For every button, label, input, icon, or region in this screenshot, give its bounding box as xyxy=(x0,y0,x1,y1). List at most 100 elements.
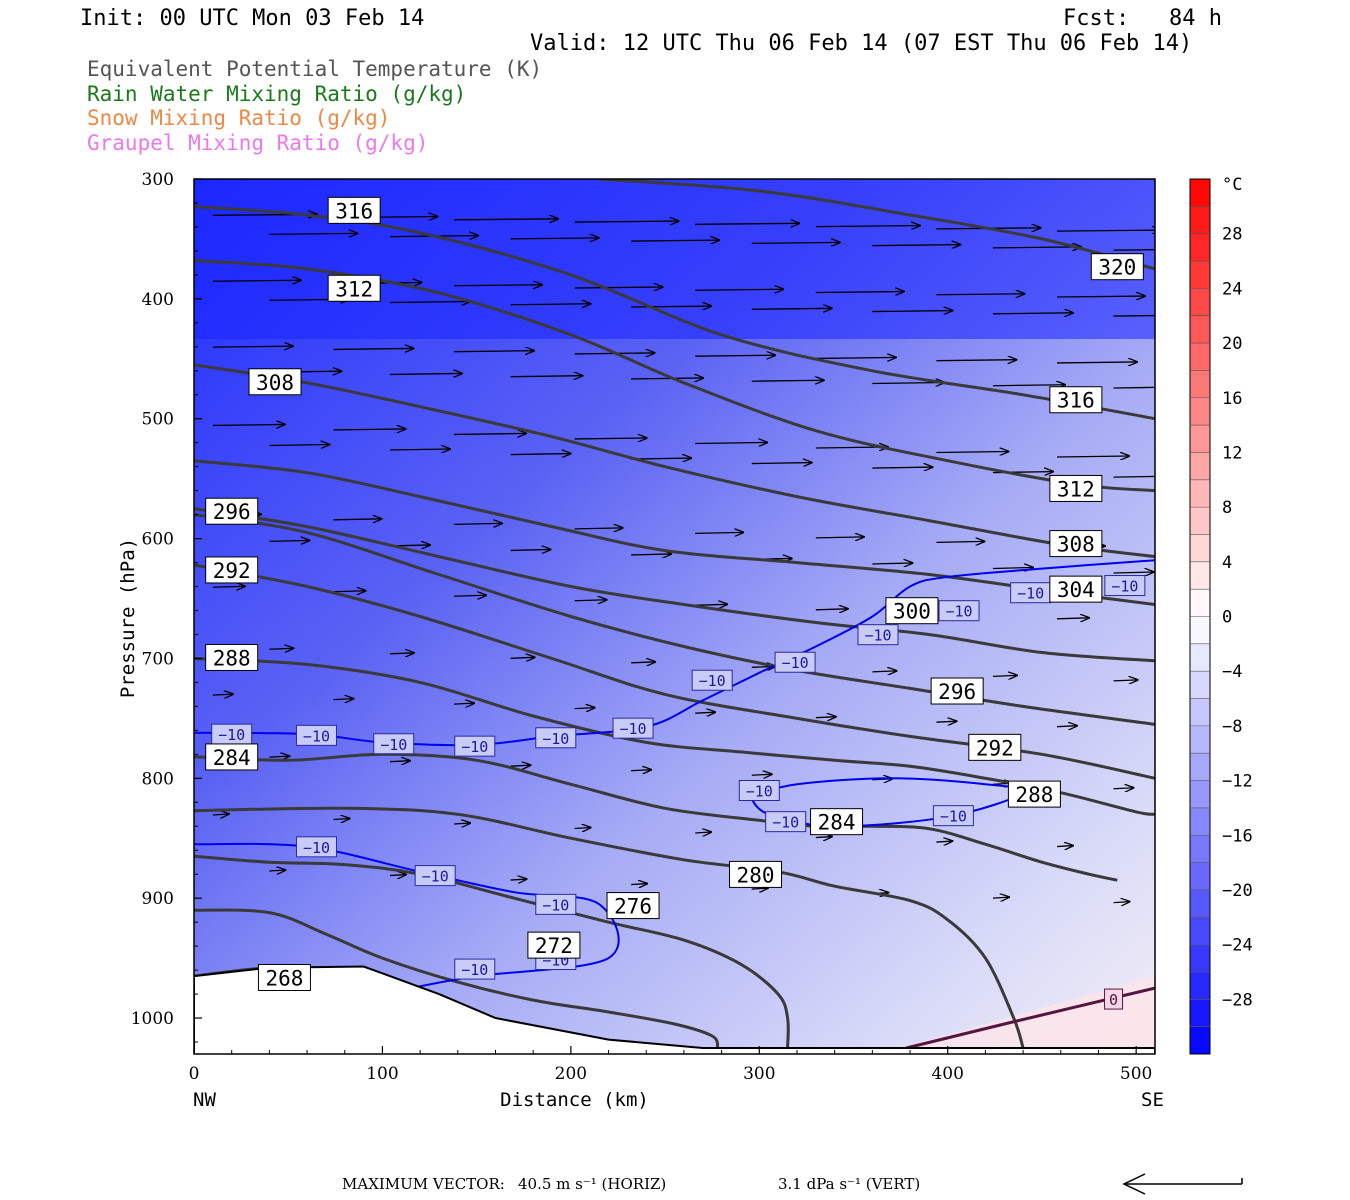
wind-vector xyxy=(695,532,743,533)
y-tick-label: 900 xyxy=(142,889,174,909)
colorbar-segment xyxy=(1190,999,1210,1028)
theta-e-label: 276 xyxy=(614,895,652,919)
colorbar-segment xyxy=(1190,780,1210,809)
wind-vector xyxy=(269,233,357,234)
theta-e-contour-300 xyxy=(194,507,1155,663)
colorbar-segment xyxy=(1190,753,1210,782)
wind-vector xyxy=(992,675,1017,676)
theta-e-contour-276 xyxy=(194,854,790,1049)
colorbar-segment xyxy=(1190,561,1210,590)
theta-e-label: 284 xyxy=(213,746,251,770)
wind-vector xyxy=(454,351,534,352)
wind-vector xyxy=(751,380,824,381)
y-tick-label: 400 xyxy=(142,290,174,310)
theta-e-label-box xyxy=(729,860,783,888)
axes: 0 100 200 300 400 500 300 400 500 600 700 800 900 100… xyxy=(117,170,1164,1111)
colorbar-tick-label: 12 xyxy=(1222,443,1242,463)
wind-vector xyxy=(1057,230,1155,231)
isotherm-label: −10 xyxy=(542,730,569,748)
theta-e-label: 320 xyxy=(1098,256,1136,280)
colorbar: 28 24 20 16 12 8 4 0 −4 −8 −12 −16 −20 −24 −28 °C xyxy=(1189,175,1253,1055)
wind-vector xyxy=(269,756,289,757)
wind-vector xyxy=(212,424,285,425)
wind-vector xyxy=(992,385,1065,386)
wind-vector xyxy=(389,373,462,374)
wind-vector xyxy=(574,221,679,222)
isotherm-label: −10 xyxy=(461,961,488,979)
theta-e-label-box xyxy=(327,196,381,224)
wind-vector xyxy=(872,382,944,383)
theta-e-label-box xyxy=(1007,780,1061,808)
wind-vector xyxy=(992,897,1009,898)
theta-e-label: 296 xyxy=(938,680,976,704)
wind-vector xyxy=(510,376,583,377)
colorbar-tick-label: −8 xyxy=(1222,717,1242,737)
wind-vector xyxy=(574,828,591,829)
theta-e-label-box xyxy=(527,931,581,959)
theta-e-label-box xyxy=(885,597,939,625)
theta-e-label-box xyxy=(205,497,259,525)
isotherm-label: −10 xyxy=(218,726,245,744)
isotherm-label-box xyxy=(857,624,899,646)
x-axis-label: Distance (km) xyxy=(500,1089,649,1111)
wind-vector xyxy=(454,703,474,704)
wind-vector xyxy=(695,832,711,833)
wind-vector xyxy=(815,357,896,358)
wind-vector xyxy=(510,304,591,305)
colorbar-tick-label: −12 xyxy=(1222,772,1253,792)
theta-e-label: 280 xyxy=(737,863,775,887)
colorbar-segment xyxy=(1190,507,1210,535)
theta-e-contour-296 xyxy=(194,513,1155,726)
theta-e-contour-272 xyxy=(194,908,720,1049)
wind-vector xyxy=(631,458,691,459)
wind-vector xyxy=(815,537,864,538)
theta-e-label-box xyxy=(1049,386,1103,414)
wind-vector xyxy=(631,884,647,885)
colorbar-segment xyxy=(1190,671,1210,700)
y-tick-label: 300 xyxy=(142,170,174,190)
isotherm-label-box xyxy=(765,811,807,833)
theta-e-label: 284 xyxy=(818,811,856,835)
wind-vector xyxy=(695,604,727,605)
theta-e-label-box xyxy=(968,733,1022,761)
isotherm-label-box xyxy=(535,727,577,749)
wind-vector xyxy=(453,823,470,824)
wind-vector xyxy=(212,586,245,587)
wind-vector xyxy=(510,657,535,658)
wind-vector xyxy=(212,694,233,695)
wind-vector xyxy=(1113,386,1155,389)
colorbar-segment xyxy=(1190,616,1210,645)
isotherm-label: −10 xyxy=(303,839,330,857)
wind-vector xyxy=(815,609,848,610)
max-vector-horiz: 40.5 m s⁻¹ (HORIZ) xyxy=(518,1175,667,1193)
x-right-direction-label: SE xyxy=(1141,1089,1164,1111)
terrain-surface xyxy=(194,965,1155,1054)
wind-vector xyxy=(389,302,470,303)
wind-vector xyxy=(936,360,1016,361)
colorbar-tick-label: −16 xyxy=(1222,826,1253,846)
colorbar-segment xyxy=(1190,315,1210,344)
wind-vector xyxy=(1113,314,1155,317)
isotherm-label-box xyxy=(612,717,654,739)
isotherm-label-box xyxy=(295,836,337,858)
wind-vector xyxy=(872,563,912,564)
warm-surface-region xyxy=(900,976,1155,1049)
wind-vector xyxy=(510,879,527,880)
wind-vector xyxy=(751,888,768,889)
wind-vector xyxy=(574,287,663,288)
wind-vector xyxy=(454,595,486,596)
colorbar-tick-label: 0 xyxy=(1222,608,1232,628)
wind-vector xyxy=(1113,788,1134,789)
isotherm-label-box xyxy=(373,733,415,755)
isotherm-label: −10 xyxy=(380,736,407,754)
x-tick-label: 0 xyxy=(189,1064,200,1084)
wind-vector xyxy=(574,528,623,529)
wind-vector xyxy=(212,346,293,347)
wind-vector xyxy=(872,311,952,312)
wind-vector xyxy=(936,294,1024,295)
legend-snow: Snow Mixing Ratio (g/kg) xyxy=(87,106,391,130)
colorbar-segment xyxy=(1190,288,1210,317)
isotherm-label: −10 xyxy=(746,783,773,801)
colorbar-tick-label: 8 xyxy=(1222,498,1232,518)
theta-e-label: 292 xyxy=(976,736,1014,760)
